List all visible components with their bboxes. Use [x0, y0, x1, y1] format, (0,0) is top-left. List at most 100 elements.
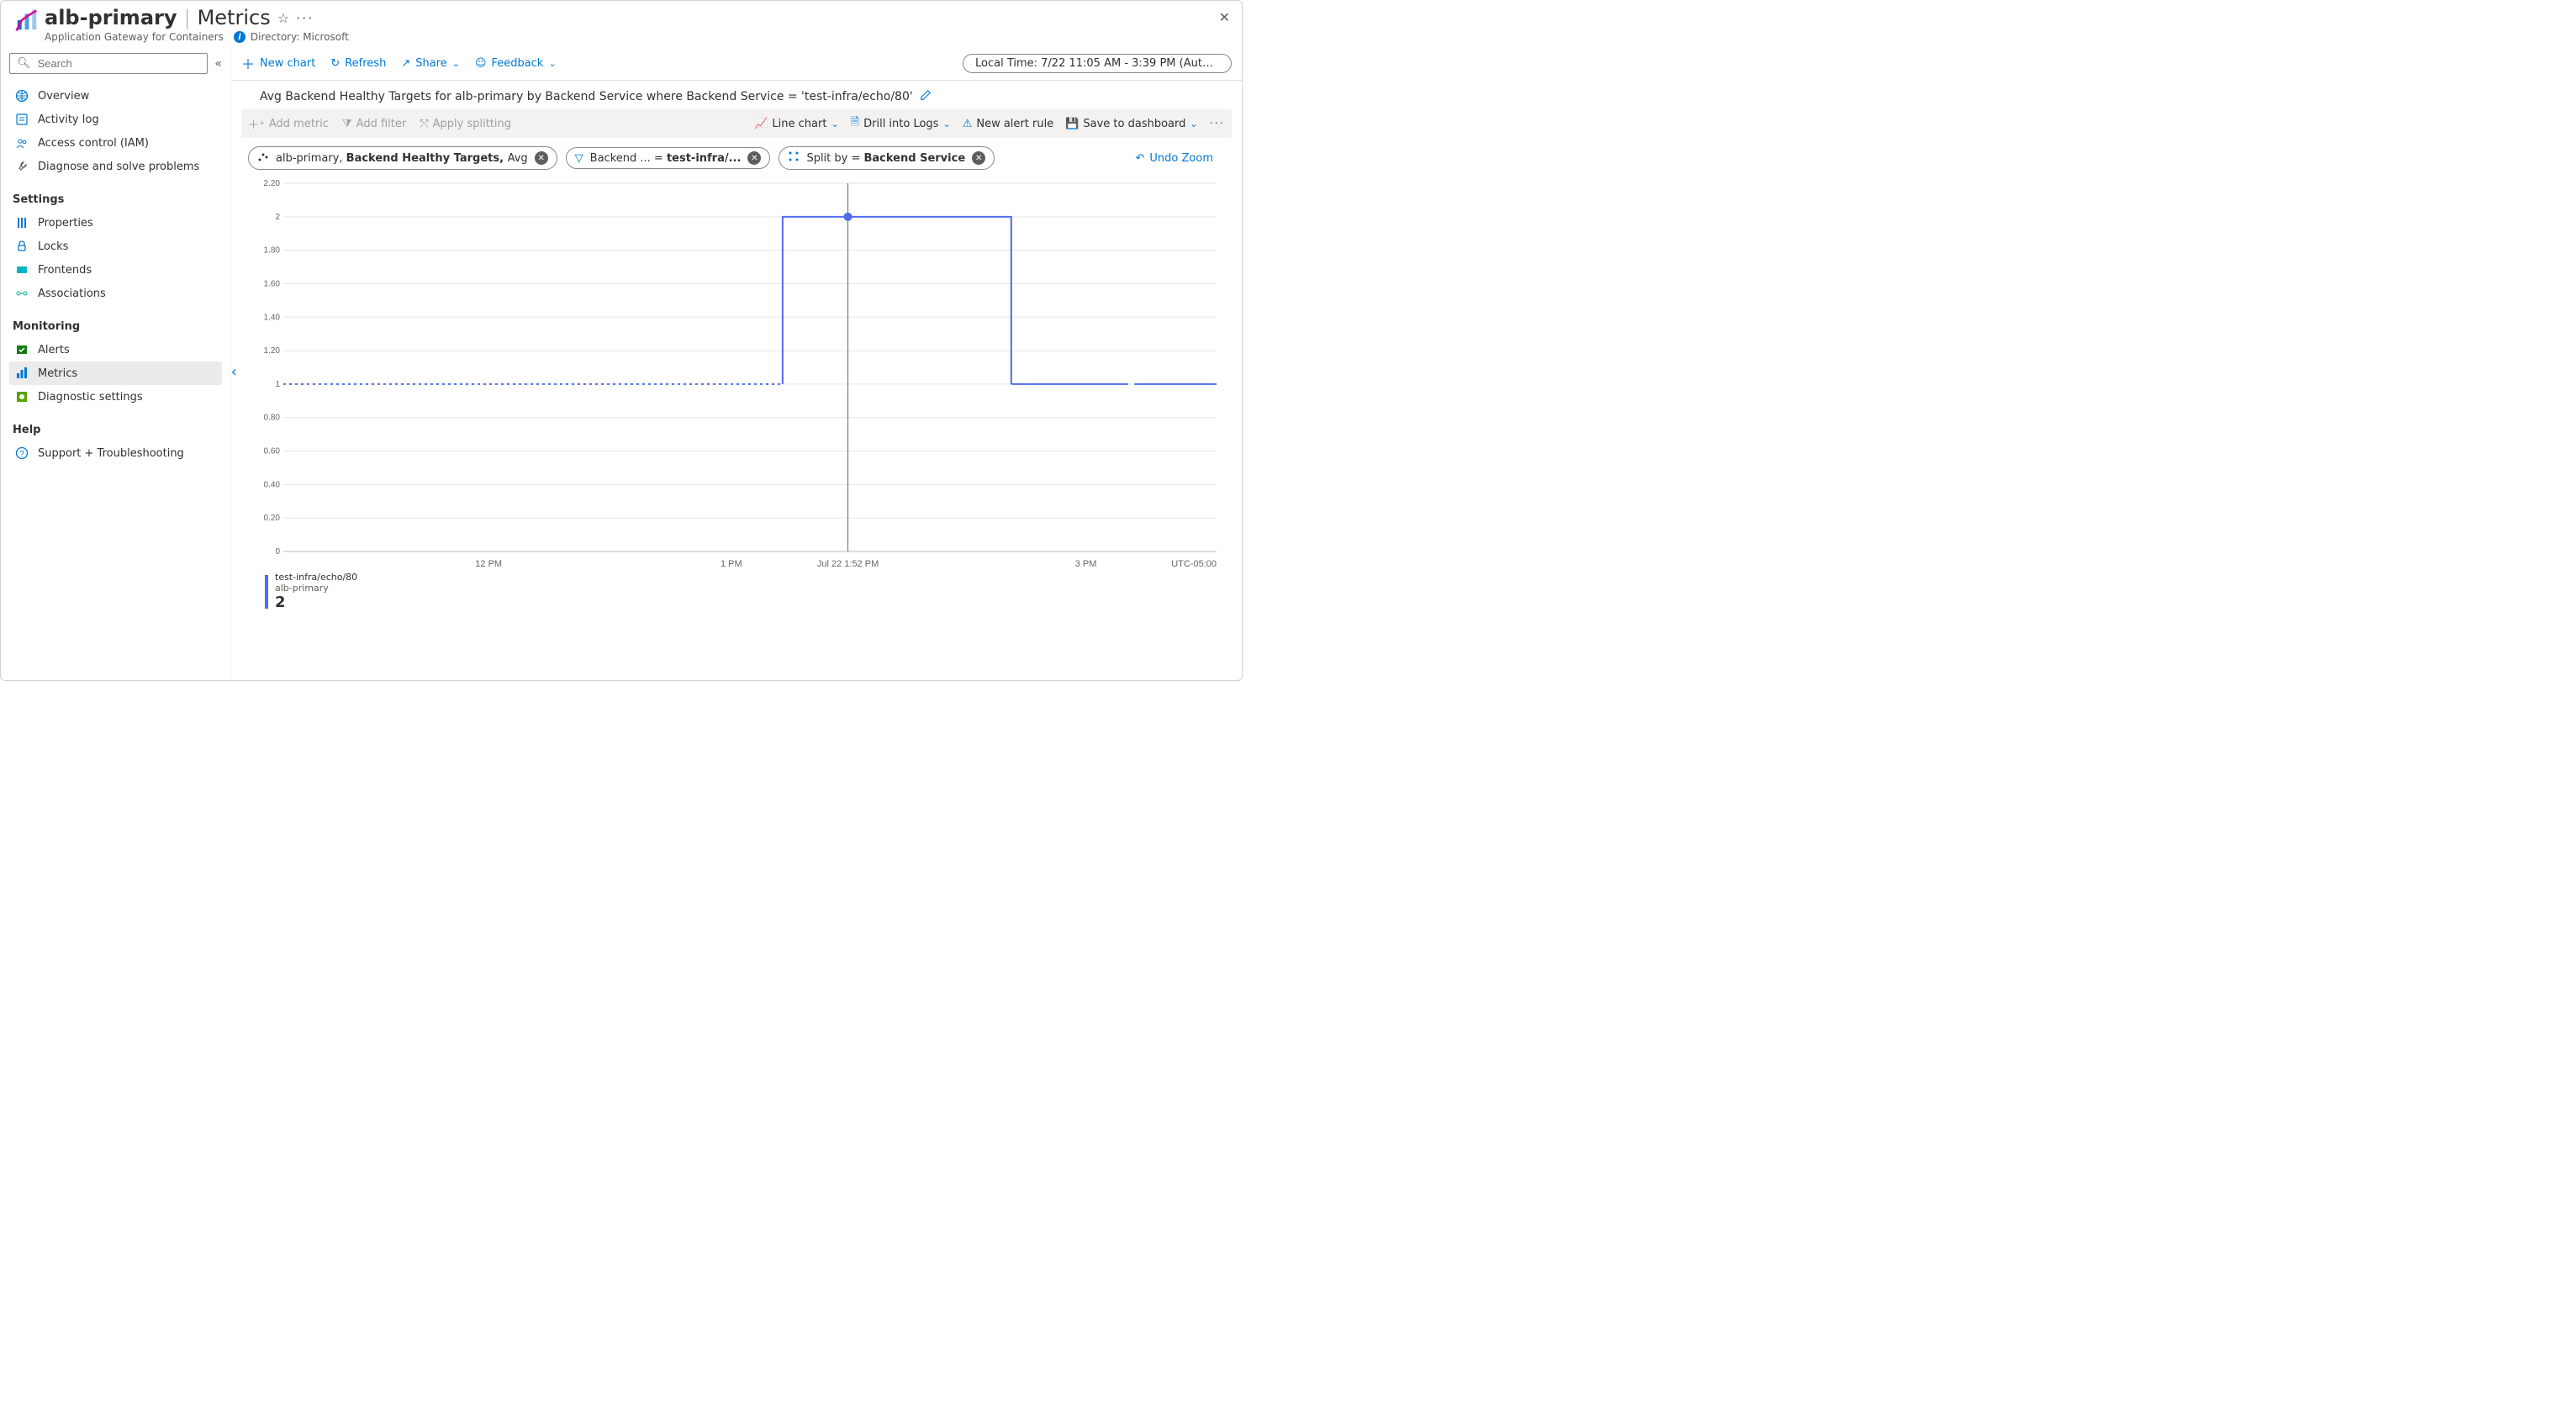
time-range-picker[interactable]: Local Time: 7/22 11:05 AM - 3:39 PM (Aut… — [963, 54, 1232, 73]
logs-icon: 🗎 — [851, 114, 859, 133]
sidebar-item-frontends[interactable]: Frontends — [9, 258, 222, 282]
title-separator: | — [184, 6, 191, 29]
remove-filter-icon[interactable]: ✕ — [747, 151, 761, 165]
directory-label[interactable]: Directory: Microsoft — [251, 31, 349, 43]
line-chart-icon: 📈 — [754, 118, 768, 130]
add-filter-button[interactable]: ⧩Add filter — [342, 116, 406, 132]
drill-logs-label: Drill into Logs — [863, 118, 938, 130]
svg-text:1 PM: 1 PM — [721, 559, 742, 569]
bars-icon — [14, 367, 29, 380]
svg-text:1: 1 — [275, 380, 280, 389]
svg-text:1.80: 1.80 — [264, 246, 281, 256]
save-dashboard-button[interactable]: 💾Save to dashboard⌄ — [1065, 118, 1197, 130]
sidebar-item-properties[interactable]: Properties — [9, 211, 222, 235]
sidebar-item-label: Access control (IAM) — [38, 137, 149, 150]
metrics-chart[interactable]: 00.200.400.600.8011.201.401.601.8022.201… — [258, 177, 1225, 572]
undo-zoom-button[interactable]: ↶ Undo Zoom — [1136, 152, 1225, 165]
svg-text:1.60: 1.60 — [264, 279, 281, 288]
lock-icon — [14, 240, 29, 253]
sidebar-item-alerts[interactable]: Alerts — [9, 338, 222, 361]
diag-icon — [14, 390, 29, 404]
resource-icon — [13, 6, 41, 34]
refresh-button[interactable]: ↻ Refresh — [330, 57, 386, 70]
add-metric-icon: ＋⁺ — [248, 116, 265, 132]
close-icon[interactable]: ✕ — [1219, 9, 1230, 25]
feedback-button[interactable]: ☺ Feedback ⌄ — [475, 57, 557, 70]
chart-more-icon[interactable]: ··· — [1210, 118, 1225, 130]
sidebar-item-associations[interactable]: Associations — [9, 282, 222, 305]
metric-scope-pill[interactable]: alb-primary, Backend Healthy Targets, Av… — [248, 146, 557, 170]
split-pre: Split by = — [806, 152, 863, 165]
new-chart-button[interactable]: ＋ New chart — [241, 53, 315, 73]
filter-pill[interactable]: ▽ Backend ... = test-infra/... ✕ — [566, 147, 771, 169]
sidebar: 🔍︎ « Overview Activity log Access contro… — [1, 46, 231, 680]
search-input[interactable] — [36, 56, 201, 71]
chevron-down-icon: ⌄ — [831, 119, 838, 129]
info-icon: i — [234, 31, 245, 43]
filter-bold: test-infra/... — [667, 152, 742, 165]
remove-split-icon[interactable]: ✕ — [972, 151, 985, 165]
undo-zoom-label: Undo Zoom — [1149, 152, 1213, 165]
sidebar-item-overview[interactable]: Overview — [9, 84, 222, 108]
svg-text:0.40: 0.40 — [264, 480, 281, 489]
refresh-icon: ↻ — [330, 57, 340, 70]
filter-pill-icon: ▽ — [575, 152, 583, 165]
split-icon: ⤲ — [420, 118, 428, 130]
add-metric-button[interactable]: ＋⁺ Add metric — [248, 116, 329, 132]
sidebar-item-diagnose[interactable]: Diagnose and solve problems — [9, 155, 222, 178]
scope-pre: alb-primary, — [276, 152, 346, 165]
chart-type-label: Line chart — [772, 118, 826, 130]
chevron-down-icon: ⌄ — [452, 58, 460, 69]
header-more-icon[interactable]: ··· — [296, 10, 314, 26]
split-pill-icon — [788, 150, 800, 166]
new-alert-button[interactable]: ⚠︎New alert rule — [963, 118, 1054, 130]
chart-title: Avg Backend Healthy Targets for alb-prim… — [260, 90, 913, 103]
alert-icon: ⚠︎ — [963, 118, 973, 130]
legend-series-name: test-infra/echo/80 — [275, 572, 357, 583]
sidebar-item-locks[interactable]: Locks — [9, 235, 222, 258]
split-pill[interactable]: Split by = Backend Service ✕ — [779, 146, 995, 170]
sidebar-item-label: Alerts — [38, 344, 70, 356]
svg-text:?: ? — [19, 450, 24, 459]
collapse-sidebar-icon[interactable]: « — [214, 57, 222, 71]
apply-splitting-button[interactable]: ⤲Apply splitting — [420, 116, 511, 132]
page-title: Metrics — [198, 6, 271, 29]
add-filter-label: Add filter — [356, 118, 407, 130]
filter-pre: Backend ... = — [590, 152, 667, 165]
sidebar-item-label: Support + Troubleshooting — [38, 447, 184, 460]
chart-legend[interactable]: test-infra/echo/80 alb-primary 2 — [258, 572, 1225, 611]
sidebar-item-diag[interactable]: Diagnostic settings — [9, 385, 222, 409]
sidebar-item-metrics[interactable]: Metrics — [9, 361, 222, 385]
add-metric-label: Add metric — [269, 118, 329, 130]
drill-logs-button[interactable]: 🗎 Drill into Logs ⌄ — [851, 114, 951, 133]
frontends-icon — [14, 263, 29, 277]
new-chart-label: New chart — [260, 57, 315, 70]
edit-title-icon[interactable] — [920, 89, 932, 104]
assoc-icon — [14, 287, 29, 300]
sidebar-item-label: Activity log — [38, 113, 99, 126]
resource-name: alb-primary — [45, 6, 177, 29]
svg-text:Jul 22 1:52 PM: Jul 22 1:52 PM — [817, 559, 879, 569]
sliders-icon — [14, 216, 29, 230]
svg-text:2: 2 — [275, 213, 280, 222]
help-icon: ? — [14, 446, 29, 460]
svg-text:0: 0 — [275, 547, 280, 557]
sidebar-item-support[interactable]: ? Support + Troubleshooting — [9, 441, 222, 465]
share-icon: ↗ — [401, 57, 410, 70]
sidebar-search[interactable]: 🔍︎ — [9, 53, 208, 74]
sidebar-item-activity[interactable]: Activity log — [9, 108, 222, 131]
share-button[interactable]: ↗ Share ⌄ — [401, 57, 460, 70]
legend-value: 2 — [275, 594, 357, 611]
new-alert-label: New alert rule — [976, 118, 1053, 130]
sidebar-item-label: Locks — [38, 240, 68, 253]
nav-heading: Help — [9, 419, 222, 441]
favorite-star-icon[interactable]: ☆ — [277, 10, 289, 26]
scope-bold: Backend Healthy Targets, — [346, 152, 508, 165]
wrench-icon — [14, 160, 29, 173]
svg-text:UTC-05:00: UTC-05:00 — [1171, 559, 1217, 569]
sidebar-item-iam[interactable]: Access control (IAM) — [9, 131, 222, 155]
chevron-down-icon: ⌄ — [1190, 119, 1197, 129]
chart-type-button[interactable]: 📈 Line chart ⌄ — [754, 118, 838, 130]
chevron-down-icon: ⌄ — [942, 119, 950, 129]
remove-scope-icon[interactable]: ✕ — [535, 151, 548, 165]
